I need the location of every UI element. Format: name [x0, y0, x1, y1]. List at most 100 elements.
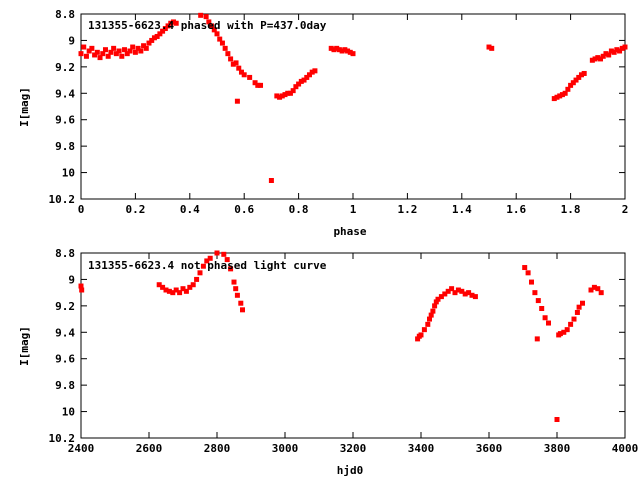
data-point — [309, 69, 315, 75]
data-point — [132, 49, 138, 55]
data-point — [113, 51, 119, 57]
data-point — [588, 287, 594, 293]
x-tick-label: 0.4 — [180, 203, 200, 216]
data-point — [617, 48, 623, 54]
data-point — [589, 57, 595, 63]
data-point — [119, 53, 125, 59]
data-point — [331, 47, 337, 53]
data-point — [94, 49, 100, 55]
x-tick-label: 1.4 — [452, 203, 472, 216]
data-point — [162, 26, 168, 32]
unphased-x-axis: 2400 2600 2800 3000 3200 3400 3600 3800 4000 — [68, 253, 639, 455]
data-point — [258, 82, 264, 88]
data-point — [277, 94, 283, 100]
x-tick-label: 3400 — [408, 442, 435, 455]
data-point — [559, 92, 565, 98]
y-tick-label: 10.2 — [49, 432, 76, 445]
data-point — [557, 93, 563, 99]
data-point — [234, 292, 240, 298]
data-point — [252, 80, 258, 86]
data-point — [459, 288, 465, 294]
data-point — [180, 286, 186, 292]
data-point — [580, 300, 585, 306]
data-point — [163, 287, 169, 293]
data-point — [190, 282, 196, 288]
data-point — [151, 35, 157, 41]
data-point — [165, 23, 171, 29]
data-point — [224, 257, 230, 263]
y-tick-label: 9.6 — [55, 353, 75, 366]
data-point — [421, 327, 427, 333]
data-point — [221, 251, 227, 257]
x-tick-label: 2600 — [136, 442, 163, 455]
x-tick-label: 1.6 — [506, 203, 526, 216]
data-point — [445, 288, 451, 294]
data-point — [591, 284, 597, 290]
data-point — [86, 48, 92, 54]
x-tick-label: 3800 — [544, 442, 571, 455]
data-point — [466, 290, 472, 296]
data-point — [228, 266, 234, 272]
data-point — [233, 60, 239, 66]
data-point — [452, 290, 458, 296]
data-point — [622, 44, 628, 50]
data-point — [595, 286, 601, 292]
phased-y-axis: 8.8 9 9.2 9.4 9.6 9.8 10 10.2 — [49, 8, 625, 206]
data-point — [347, 49, 353, 55]
phased-x-axis-title: phase — [333, 225, 366, 238]
data-point — [105, 53, 111, 59]
data-point — [211, 27, 217, 33]
data-point — [293, 84, 299, 90]
data-point — [108, 49, 114, 55]
data-point — [217, 36, 223, 42]
data-point — [78, 283, 84, 289]
data-point — [170, 290, 176, 296]
data-point — [486, 44, 492, 50]
data-point — [619, 45, 625, 51]
y-tick-label: 10 — [62, 406, 75, 419]
data-point — [532, 290, 538, 296]
phased-plot: 0 0.2 0.4 0.6 0.8 1 1.2 1.4 1.6 1.8 2 8.8 9 9.2 9.4 9.… — [18, 8, 628, 238]
data-point — [154, 33, 160, 39]
data-point — [312, 68, 318, 74]
unphased-y-axis-title: I[mag] — [18, 326, 31, 366]
data-point — [522, 265, 528, 271]
data-point — [592, 56, 598, 62]
data-point — [564, 327, 570, 333]
data-point — [135, 45, 141, 51]
data-point — [79, 287, 85, 293]
unphased-plot-frame — [80, 252, 626, 439]
data-point — [489, 45, 495, 51]
data-point — [130, 44, 136, 50]
data-point — [138, 48, 144, 54]
data-point — [578, 72, 584, 78]
unphased-points — [78, 250, 604, 422]
data-point — [89, 45, 95, 51]
data-point — [204, 258, 210, 264]
data-point — [160, 284, 166, 290]
phased-y-axis-title: I[mag] — [18, 87, 31, 127]
data-point — [551, 96, 557, 102]
unphased-plot: 2400 2600 2800 3000 3200 3400 3600 3800 4000 8.8… — [18, 247, 638, 477]
x-tick-label: 4000 — [612, 442, 639, 455]
data-point — [236, 65, 242, 71]
x-tick-label: 3000 — [272, 442, 299, 455]
data-point — [570, 80, 576, 86]
data-point — [306, 72, 312, 78]
data-point — [290, 88, 296, 94]
data-point — [334, 45, 340, 51]
data-point — [203, 14, 209, 20]
data-point — [296, 81, 302, 87]
data-point — [571, 316, 577, 322]
data-point — [449, 286, 455, 292]
data-point — [611, 49, 617, 55]
data-point — [573, 77, 579, 83]
data-point — [127, 48, 133, 54]
data-point — [78, 51, 84, 57]
data-point — [546, 320, 551, 326]
y-tick-label: 9.4 — [55, 326, 75, 339]
data-point — [606, 52, 612, 58]
data-point — [141, 43, 147, 49]
unphased-y-axis: 8.8 9 9.2 9.4 9.6 9.8 10 10.2 — [49, 247, 625, 445]
